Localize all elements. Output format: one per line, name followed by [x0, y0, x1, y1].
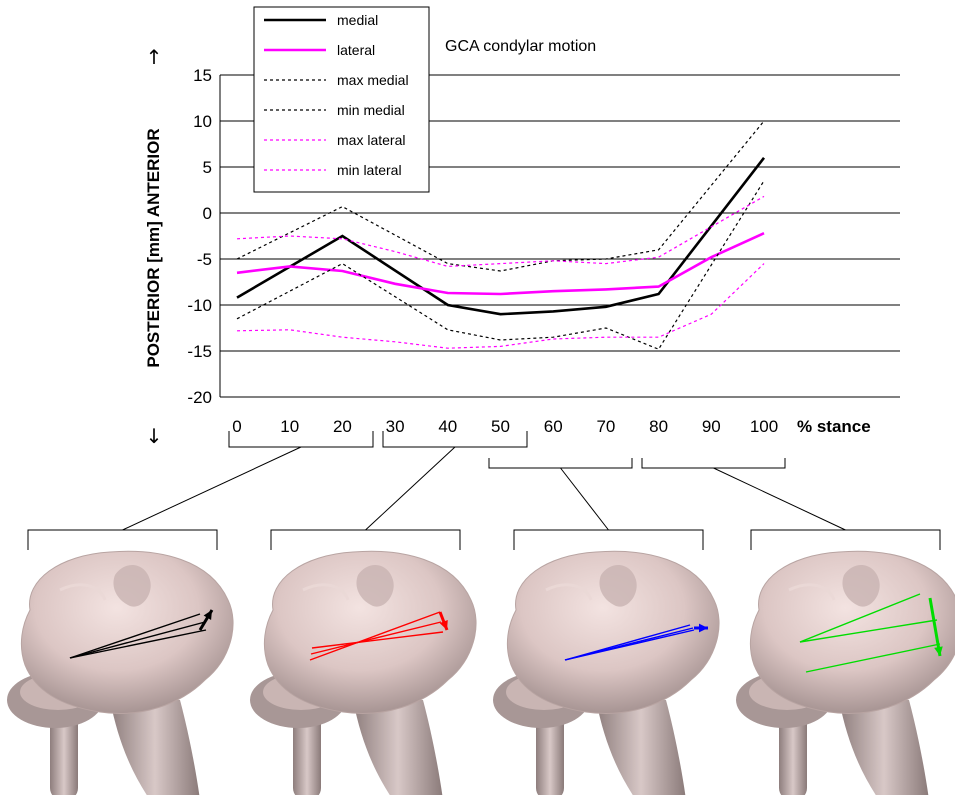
tibia-illustration: [7, 550, 234, 795]
phase-bracket-upper: [641, 458, 786, 469]
series-line-lateral: [236, 232, 765, 296]
series-line-min-medial: [236, 180, 765, 350]
x-tick-label: 60: [544, 417, 563, 436]
x-tick-label: 0: [232, 417, 241, 436]
motion-arrow-head: [934, 646, 943, 656]
motion-line: [799, 593, 921, 643]
tibia-illustration: [736, 550, 955, 795]
legend-label: max medial: [337, 72, 409, 88]
tibial-plateau: [263, 550, 477, 714]
intercondylar-eminence: [356, 564, 394, 607]
legend-label: max lateral: [337, 132, 405, 148]
motion-arrow-shaft: [928, 597, 942, 657]
chart-title: GCA condylar motion: [445, 38, 596, 55]
tibia-shaft: [839, 700, 929, 795]
motion-arrow-head: [698, 623, 708, 633]
y-tick-label: -20: [187, 388, 212, 407]
phase-bracket-upper: [488, 458, 633, 469]
y-tick-label: 15: [193, 66, 212, 85]
phase-brackets: [27, 431, 941, 550]
x-tick-label: 40: [438, 417, 457, 436]
y-axis-label: POSTERIOR [mm] ANTERIOR: [144, 128, 163, 367]
phase-connector: [560, 467, 609, 531]
phase-connector: [122, 446, 302, 531]
y-tick-label: 0: [203, 204, 212, 223]
x-tick-label: 20: [333, 417, 352, 436]
motion-line: [309, 611, 441, 661]
x-tick-label: 50: [491, 417, 510, 436]
series-line-medial: [236, 157, 766, 316]
x-tick-label: 30: [386, 417, 405, 436]
y-tick-labels: 15 10 5 0 -5 -10 -15 -20: [187, 66, 212, 407]
motion-arrow-head: [203, 610, 212, 620]
series-line-max-lateral: [236, 195, 765, 268]
tibia-shaft: [110, 700, 200, 795]
y-tick-label: 5: [203, 158, 212, 177]
x-tick-labels: 0 10 20 30 40 50 60 70 80 90 100: [232, 417, 778, 436]
y-axis-down-arrow: ↓: [146, 424, 163, 448]
intercondylar-eminence: [113, 564, 151, 607]
motion-line: [69, 629, 207, 659]
y-tick-label: 10: [193, 112, 212, 131]
motion-line: [69, 621, 206, 659]
phase-bracket-lower: [27, 529, 218, 550]
legend-label: min lateral: [337, 162, 402, 178]
phase-connector: [365, 446, 456, 531]
series-line-min-lateral: [236, 263, 765, 349]
x-axis-label: % stance: [797, 417, 871, 436]
intercondylar-eminence: [842, 564, 880, 607]
phase-bracket-lower: [750, 529, 941, 550]
legend-label: medial: [337, 12, 378, 28]
plateau-highlight: [59, 583, 107, 601]
x-tick-label: 80: [649, 417, 668, 436]
series-lines: [236, 120, 766, 350]
motion-line: [805, 643, 941, 673]
legend-label: lateral: [337, 42, 375, 58]
x-tick-label: 10: [280, 417, 299, 436]
motion-line: [69, 613, 201, 659]
plateau-highlight: [545, 583, 593, 601]
tibial-plateau: [506, 550, 720, 714]
legend: medial lateral max medial min medial max lat…: [253, 6, 430, 193]
tibia-shaft: [353, 700, 443, 795]
intercondylar-eminence: [599, 564, 637, 607]
tibia-shaft: [596, 700, 686, 795]
motion-line: [799, 619, 938, 643]
x-tick-label: 100: [750, 417, 778, 436]
tibial-plateau: [20, 550, 234, 714]
y-tick-label: -5: [197, 250, 212, 269]
x-tick-label: 90: [702, 417, 721, 436]
phase-bracket-lower: [270, 529, 461, 550]
tibial-plateau: [749, 550, 955, 714]
legend-box: [253, 6, 430, 193]
motion-line: [564, 629, 695, 661]
legend-label: min medial: [337, 102, 405, 118]
plateau-highlight: [788, 583, 836, 601]
phase-connector: [713, 467, 846, 531]
phase-bracket-lower: [513, 529, 704, 550]
tibia-illustration: [493, 550, 720, 795]
tibia-illustration: [250, 550, 477, 795]
motion-line: [311, 631, 444, 649]
plateau-highlight: [302, 583, 350, 601]
y-tick-label: -15: [187, 342, 212, 361]
motion-line: [310, 621, 442, 655]
y-tick-label: -10: [187, 296, 212, 315]
motion-arrow-head: [439, 620, 448, 630]
y-axis-up-arrow: ↑: [146, 45, 163, 69]
tibia-illustrations: [7, 550, 955, 795]
x-tick-label: 70: [596, 417, 615, 436]
